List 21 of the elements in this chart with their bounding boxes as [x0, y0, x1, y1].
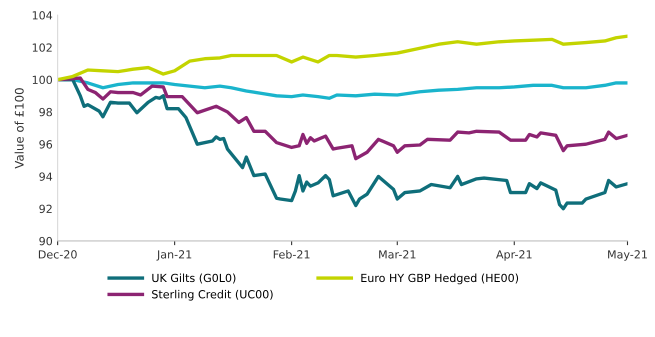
- y-tick-label: 98: [39, 108, 52, 116]
- y-tick-label: 104: [32, 11, 52, 20]
- y-tick-label: 100: [32, 76, 52, 84]
- x-tick-label: Apr-21: [496, 250, 532, 261]
- x-tick-label: Feb-21: [274, 250, 310, 259]
- legend-label: UK Gilts (G0L0): [152, 274, 236, 284]
- x-tick-label: Jan-21: [156, 250, 192, 261]
- x-tick-label: Mar-21: [379, 250, 416, 259]
- line-series: [58, 34, 628, 82]
- line-series: [58, 76, 628, 160]
- x-tick-label: Dec-20: [38, 250, 77, 259]
- y-axis-title: Value of £100: [14, 88, 24, 169]
- y-tick-label: 94: [39, 172, 52, 181]
- y-tick-label: 92: [39, 204, 52, 214]
- line-series: [58, 78, 628, 210]
- x-tick-label: May-21: [608, 250, 647, 261]
- y-tick-label: 90: [39, 236, 52, 246]
- y-tick-label: 102: [32, 43, 52, 52]
- y-tick-label: 96: [39, 140, 52, 149]
- legend-label: Sterling Credit (UC00): [152, 290, 273, 301]
- legend-label: Euro HY GBP Hedged (HE00): [361, 274, 518, 284]
